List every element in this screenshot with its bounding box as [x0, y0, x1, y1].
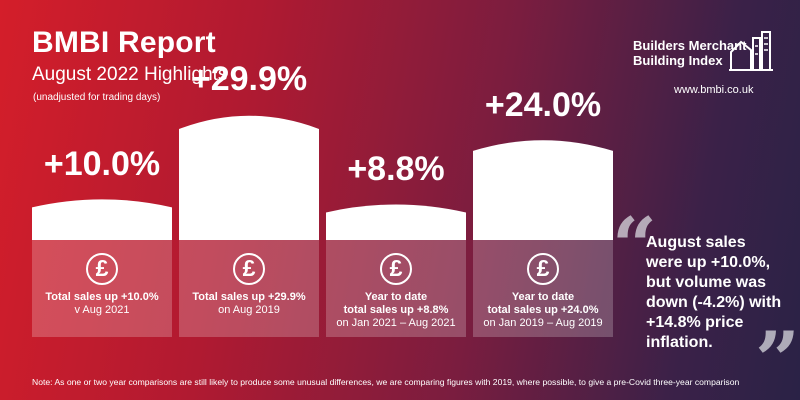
bar-value-label-4: +24.0%	[484, 85, 602, 124]
bar-4	[473, 140, 613, 240]
bar-2	[179, 115, 319, 240]
logo-line-2: Building Index	[633, 53, 723, 68]
logo-text: Builders Merchant Building Index	[633, 38, 746, 68]
stat-panel-4: £ Year to date total sales up +24.0% on Jan…	[473, 240, 613, 337]
bar-value-label-1: +10.0%	[43, 145, 161, 184]
bar-value-label-2: +29.9%	[190, 60, 308, 99]
report-title: BMBI Report	[32, 26, 216, 59]
pound-icon: £	[527, 253, 559, 285]
stat-panel-line-2: total sales up +24.0%	[487, 304, 599, 316]
stat-panel-2: £ Total sales up +29.9% on Aug 2019	[179, 240, 319, 337]
website-link[interactable]: www.bmbi.co.uk	[674, 84, 754, 96]
bar-3	[326, 204, 466, 240]
open-quote-icon: “	[612, 201, 657, 292]
logo-line-1: Builders Merchant	[633, 38, 747, 53]
stat-panel-line-1: Total sales up +10.0%	[45, 291, 159, 303]
pound-icon: £	[233, 253, 265, 285]
stat-panel-line-2: on Aug 2019	[218, 304, 280, 316]
stat-panel-3: £ Year to date total sales up +8.8% on Jan …	[326, 240, 466, 337]
stat-panel-line-1: Year to date	[364, 291, 428, 303]
close-quote-icon: ”	[755, 315, 800, 400]
stat-panel-line-2: v Aug 2021	[74, 304, 130, 316]
stat-panel-1: £ Total sales up +10.0% v Aug 2021	[32, 240, 172, 337]
bar-value-label-3: +8.8%	[347, 150, 445, 189]
bar-1	[32, 199, 172, 240]
report-subtitle: August 2022 Highlights	[32, 64, 228, 85]
building-skyline-icon	[729, 31, 773, 71]
highlight-quote: August sales were up +10.0%, but volume …	[646, 234, 782, 351]
stat-panel-line-2: total sales up +8.8%	[343, 304, 449, 316]
bmbi-logo: Builders Merchant Building Index	[633, 30, 773, 74]
stat-panel-line-3: on Jan 2021 – Aug 2021	[336, 317, 456, 329]
stat-panel-line-1: Total sales up +29.9%	[192, 291, 306, 303]
pound-icon: £	[380, 253, 412, 285]
footnote: Note: As one or two year comparisons are…	[32, 377, 740, 387]
stat-panel-line-3: on Jan 2019 – Aug 2019	[483, 317, 603, 329]
pound-icon: £	[86, 253, 118, 285]
stat-panel-line-1: Year to date	[511, 291, 575, 303]
trading-days-note: (unadjusted for trading days)	[33, 92, 161, 103]
